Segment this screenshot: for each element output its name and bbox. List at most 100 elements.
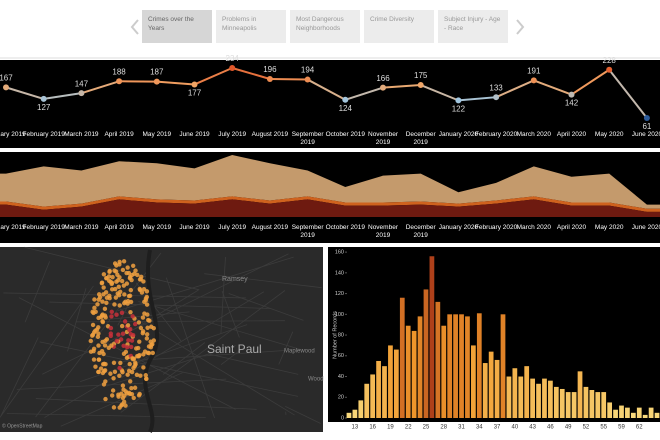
map-label: Ramsey bbox=[222, 276, 248, 283]
line-segment bbox=[533, 79, 572, 96]
crime-dot bbox=[137, 286, 142, 292]
crime-dot bbox=[144, 336, 150, 341]
x-tick-label: June 2020 bbox=[631, 131, 660, 138]
crime-dot bbox=[112, 369, 118, 375]
x-tick-label: May 2019 bbox=[142, 131, 172, 138]
y-tick-label: 120 bbox=[335, 291, 344, 297]
value-label: 167 bbox=[0, 73, 13, 82]
bar bbox=[393, 349, 399, 418]
crime-dot bbox=[128, 379, 133, 384]
x-tick-label: January 2019 bbox=[0, 131, 26, 138]
bar bbox=[388, 345, 393, 418]
map-label: Wood bbox=[308, 377, 324, 383]
bar bbox=[524, 366, 530, 418]
x-tick-label: 46 bbox=[547, 425, 554, 431]
road bbox=[221, 290, 240, 338]
crime-dot bbox=[122, 319, 128, 324]
crime-dot bbox=[114, 312, 119, 317]
crime-dot bbox=[102, 361, 107, 367]
road bbox=[24, 246, 200, 291]
crime-dot bbox=[142, 311, 147, 316]
x-tick-label: February 2020 bbox=[474, 131, 518, 138]
crime-dot bbox=[117, 365, 122, 371]
crime-dot bbox=[126, 368, 132, 373]
crime-dot bbox=[134, 372, 140, 377]
x-tick-label: 43 bbox=[529, 425, 536, 431]
bar bbox=[447, 314, 453, 418]
x-tick-label: August 2019 bbox=[251, 224, 289, 231]
crime-dot bbox=[96, 343, 101, 348]
crime-dot bbox=[96, 369, 101, 375]
x-tick-label: 28 bbox=[440, 425, 447, 431]
map-label: Maplewood bbox=[284, 349, 315, 355]
crime-dot bbox=[129, 344, 134, 350]
crime-dot bbox=[103, 290, 109, 295]
crime-dot bbox=[95, 334, 101, 340]
road bbox=[207, 353, 299, 375]
value-label: 188 bbox=[112, 67, 126, 76]
crime-dot bbox=[102, 368, 108, 373]
point bbox=[3, 84, 9, 91]
point bbox=[643, 115, 650, 121]
crime-dot bbox=[116, 284, 121, 290]
x-tick-label: April 2019 bbox=[104, 224, 134, 231]
story-tab[interactable]: Subject Injury - Age - Race bbox=[438, 10, 508, 43]
bar bbox=[482, 363, 488, 418]
next-arrow[interactable] bbox=[516, 19, 525, 35]
bar bbox=[405, 325, 411, 418]
x-tick-label: 59 bbox=[618, 425, 625, 431]
bar bbox=[382, 366, 387, 418]
x-tick-label: October 2019 bbox=[325, 224, 365, 231]
crime-dot bbox=[100, 318, 105, 324]
bar bbox=[559, 388, 565, 418]
road bbox=[120, 291, 265, 379]
crime-dot bbox=[128, 327, 133, 332]
crime-dot bbox=[120, 331, 126, 336]
crime-dot bbox=[88, 338, 93, 344]
x-tick-label: May 2019 bbox=[142, 224, 172, 231]
crime-dot bbox=[120, 383, 126, 388]
story-tab[interactable]: Crimes over the Years bbox=[142, 10, 212, 43]
prev-arrow[interactable] bbox=[130, 19, 139, 35]
story-tab[interactable]: Problems in Minneapolis bbox=[216, 10, 286, 43]
x-tick-label: March 2019 bbox=[64, 131, 99, 138]
line-segment bbox=[420, 84, 459, 102]
x-tick-label: July 2019 bbox=[218, 224, 247, 231]
line-segment bbox=[458, 96, 497, 102]
road bbox=[75, 320, 285, 323]
point bbox=[380, 84, 386, 91]
crime-dot bbox=[96, 292, 102, 297]
crime-dot bbox=[143, 298, 149, 303]
value-label: 177 bbox=[188, 89, 202, 98]
crime-dot bbox=[101, 285, 106, 290]
crime-dot bbox=[140, 315, 146, 320]
crime-dot bbox=[131, 395, 136, 401]
story-tab[interactable]: Crime Diversity bbox=[364, 10, 434, 43]
crime-dot bbox=[108, 333, 114, 339]
crime-dot bbox=[99, 280, 105, 285]
crime-dot bbox=[126, 338, 131, 343]
x-tick-label: 52 bbox=[583, 425, 590, 431]
point bbox=[493, 94, 500, 101]
y-tick-label: 160 bbox=[335, 250, 344, 256]
crime-dot bbox=[128, 287, 134, 293]
crime-dot bbox=[102, 343, 108, 348]
crime-dot bbox=[103, 396, 108, 402]
point bbox=[606, 66, 613, 73]
crime-dot bbox=[119, 278, 125, 284]
value-label: 61 bbox=[642, 122, 651, 131]
bar bbox=[459, 314, 464, 418]
crime-dot bbox=[110, 388, 116, 393]
point bbox=[78, 90, 85, 97]
story-tab[interactable]: Most Dangerous Neighborhoods bbox=[290, 10, 360, 43]
crime-dot bbox=[118, 360, 123, 366]
crime-dot bbox=[111, 405, 117, 410]
bar bbox=[553, 386, 559, 418]
crime-dot bbox=[100, 312, 105, 317]
crime-dot bbox=[93, 364, 98, 369]
value-label: 228 bbox=[603, 56, 617, 65]
crime-dot bbox=[96, 331, 101, 336]
line-segment bbox=[194, 67, 233, 86]
bar bbox=[512, 368, 518, 418]
crime-dot bbox=[109, 343, 114, 348]
